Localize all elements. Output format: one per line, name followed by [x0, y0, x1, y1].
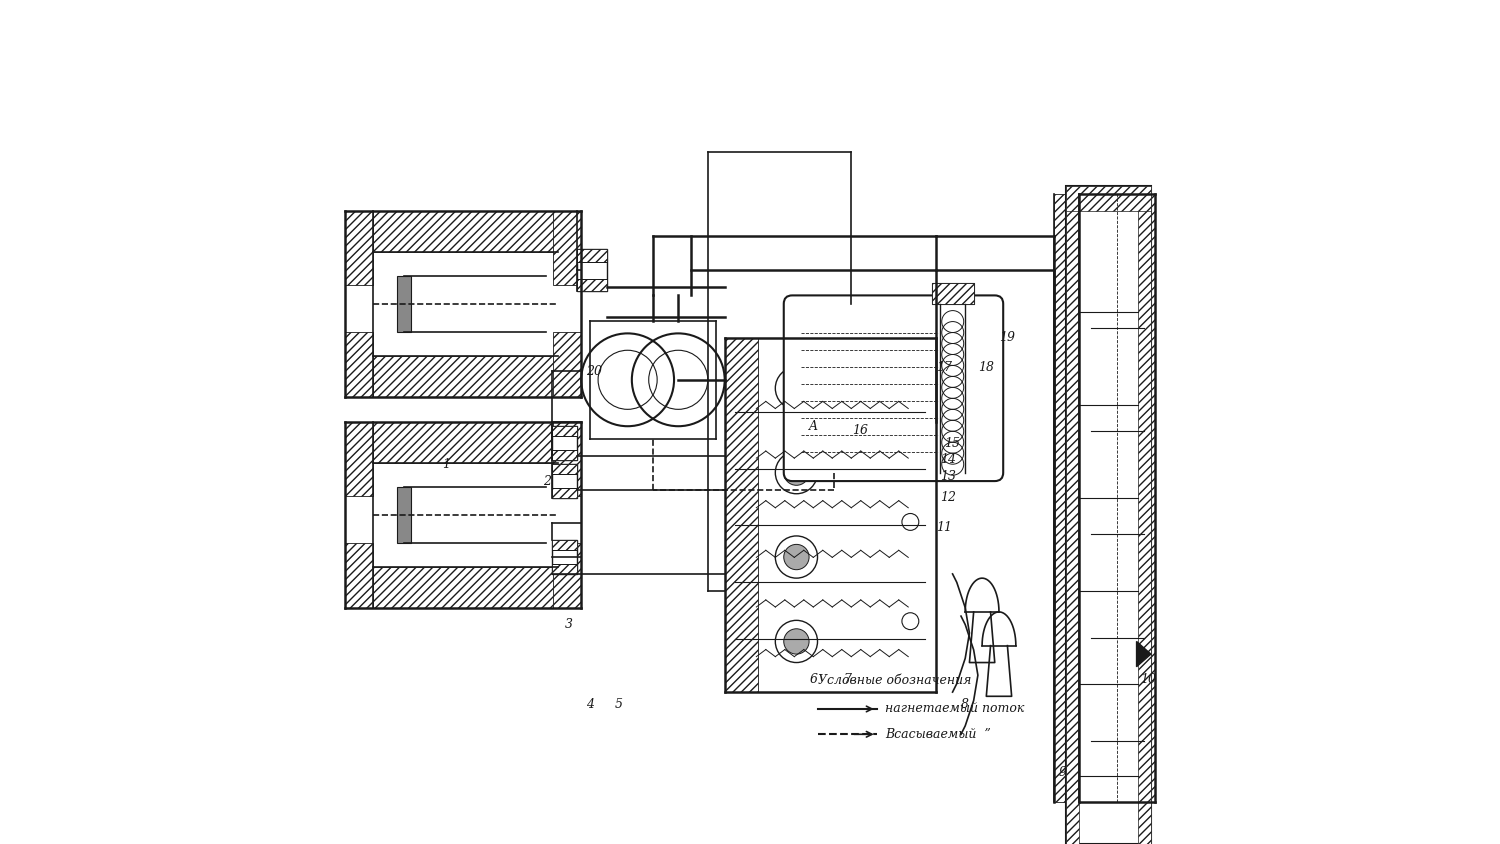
Circle shape	[784, 376, 808, 401]
Bar	[345, 422, 374, 496]
Bar	[552, 450, 578, 460]
Text: нагнетаемый поток: нагнетаемый поток	[885, 702, 1024, 716]
Text: 6: 6	[810, 673, 818, 686]
Text: 1: 1	[442, 457, 450, 471]
Bar	[1066, 186, 1078, 844]
Circle shape	[784, 629, 808, 654]
Bar	[374, 356, 558, 397]
Bar	[345, 332, 374, 397]
Text: 12: 12	[940, 491, 957, 505]
Bar	[552, 464, 578, 498]
Bar	[578, 249, 606, 262]
Bar	[578, 279, 606, 291]
Bar	[724, 586, 746, 692]
Bar	[578, 249, 606, 291]
Bar	[374, 211, 558, 252]
Bar	[1143, 194, 1155, 802]
Text: 3: 3	[564, 618, 573, 631]
Bar	[345, 543, 374, 608]
Bar	[552, 426, 578, 436]
Text: 18: 18	[978, 360, 994, 374]
FancyBboxPatch shape	[784, 295, 1004, 481]
Bar	[1066, 186, 1150, 844]
Circle shape	[784, 544, 808, 570]
Text: 5: 5	[615, 698, 622, 711]
Bar	[1054, 194, 1078, 802]
Bar	[554, 211, 580, 285]
Bar	[932, 283, 974, 304]
Bar	[552, 426, 578, 460]
Bar	[554, 543, 580, 608]
Bar	[932, 283, 974, 304]
Text: 9: 9	[1059, 766, 1066, 779]
Text: 11: 11	[936, 521, 952, 534]
Bar	[552, 540, 578, 550]
Bar	[345, 211, 374, 285]
Bar	[552, 564, 578, 574]
Bar	[398, 487, 411, 543]
Text: 16: 16	[852, 424, 867, 437]
Text: 17: 17	[936, 360, 952, 374]
Bar	[1078, 194, 1090, 802]
Bar	[374, 422, 558, 463]
Text: 10: 10	[1140, 673, 1156, 686]
Bar	[1066, 186, 1150, 211]
Text: 20: 20	[586, 365, 602, 378]
Text: 14: 14	[940, 453, 957, 467]
Bar	[398, 276, 411, 332]
Text: 13: 13	[940, 470, 957, 484]
Text: 4: 4	[585, 698, 594, 711]
Text: 19: 19	[999, 331, 1016, 344]
Circle shape	[784, 460, 808, 485]
Bar	[552, 464, 578, 474]
Text: A: A	[808, 419, 818, 433]
Bar	[552, 488, 578, 498]
Text: 2: 2	[543, 474, 552, 488]
Text: 15: 15	[945, 436, 960, 450]
Bar	[374, 567, 558, 608]
Bar	[724, 338, 759, 692]
Bar	[724, 338, 746, 462]
Text: Всасываемый  ”: Всасываемый ”	[885, 728, 992, 741]
Bar	[1138, 186, 1150, 844]
Polygon shape	[1137, 641, 1150, 667]
Bar	[554, 332, 580, 397]
Bar	[552, 540, 578, 574]
Bar	[554, 422, 580, 496]
Text: 8: 8	[962, 698, 969, 711]
Text: 7: 7	[843, 673, 850, 686]
Text: Условные обозначения: Условные обозначения	[818, 674, 971, 687]
